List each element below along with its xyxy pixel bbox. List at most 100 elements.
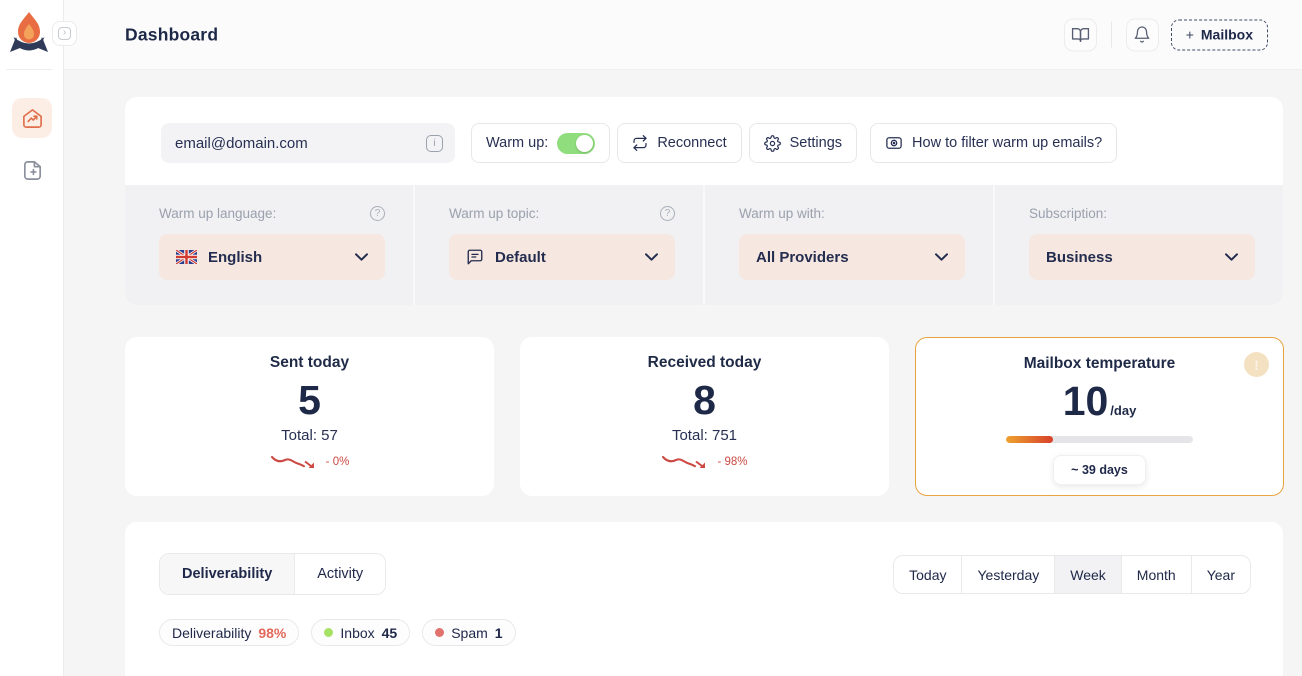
main-content: i Warm up: Reconnect (64, 70, 1302, 676)
green-dot-icon (324, 628, 334, 637)
spam-badge[interactable]: Spam 1 (422, 619, 516, 646)
chart-panel: Deliverability Activity Today Yesterday … (125, 522, 1283, 676)
providers-value: All Providers (756, 248, 849, 266)
range-week[interactable]: Week (1054, 556, 1121, 593)
chevron-down-icon (355, 253, 368, 261)
chevron-down-icon (935, 253, 948, 261)
sidebar-item-new-mailbox[interactable] (12, 150, 52, 190)
tab-deliverability[interactable]: Deliverability (160, 554, 296, 594)
gear-icon (763, 134, 781, 152)
mailbox-controls-row: i Warm up: Reconnect (161, 123, 1247, 163)
trend-value: - 98% (717, 455, 748, 468)
trend-value: - 0% (325, 455, 350, 468)
subscription-value: Business (1046, 248, 1113, 266)
app-logo-flame-icon (9, 10, 49, 56)
filter-help-button[interactable]: How to filter warm up emails? (870, 123, 1118, 163)
option-warmup-topic: Warm up topic: ? Default (413, 185, 703, 305)
email-field-wrap: i (161, 123, 455, 163)
chart-tabs: Deliverability Activity (159, 553, 387, 595)
inbox-badge[interactable]: Inbox 45 (311, 619, 411, 646)
mailbox-panel: i Warm up: Reconnect (125, 97, 1283, 305)
warmup-label: Warm up: (486, 135, 549, 151)
sent-today-card: Sent today 5 Total: 57 - 0% (125, 337, 494, 496)
trend-sparkline-down-icon (661, 453, 711, 470)
bell-icon (1133, 26, 1151, 44)
option-label: Warm up language: (159, 205, 277, 221)
subscription-dropdown[interactable]: Business (1029, 234, 1255, 280)
warmup-toggle[interactable] (557, 132, 596, 154)
time-range-selector: Today Yesterday Week Month Year (893, 555, 1251, 594)
temperature-progress-bar (1006, 436, 1193, 444)
sidebar-divider (6, 69, 52, 70)
badge-value: 98% (258, 624, 287, 641)
filter-help-label: How to filter warm up emails? (912, 135, 1103, 151)
notifications-button[interactable] (1125, 18, 1159, 51)
option-label: Warm up topic: (449, 205, 540, 221)
stat-title: Received today (647, 354, 762, 371)
badge-label: Deliverability (172, 624, 252, 641)
help-icon[interactable]: ? (370, 205, 385, 221)
range-yesterday[interactable]: Yesterday (961, 556, 1054, 593)
docs-button[interactable] (1063, 18, 1097, 51)
header: Dashboard + Mailbox (64, 0, 1302, 70)
trend-sparkline-down-icon (270, 453, 320, 470)
sidebar-expand-button[interactable]: › (52, 21, 77, 46)
sidebar-item-dashboard[interactable] (12, 98, 52, 138)
legend-badges: Deliverability 98% Inbox 45 Spam 1 (159, 619, 516, 646)
header-divider (1110, 21, 1112, 48)
sidebar: › (0, 0, 77, 676)
range-today[interactable]: Today (909, 566, 947, 583)
temperature-progress-fill (1006, 436, 1053, 444)
range-month[interactable]: Month (1120, 556, 1191, 593)
temperature-unit: /day (1110, 403, 1137, 418)
language-value: English (208, 248, 263, 266)
reconnect-label: Reconnect (657, 135, 727, 151)
range-year[interactable]: Year (1190, 556, 1250, 593)
received-today-card: Received today 8 Total: 751 - 98% (520, 337, 889, 496)
topic-dropdown[interactable]: Default (449, 234, 675, 280)
tab-activity[interactable]: Activity (295, 554, 386, 594)
badge-label: Inbox (340, 624, 375, 641)
badge-label: Spam (451, 624, 488, 641)
stat-value: 5 (298, 377, 321, 423)
help-icon[interactable]: ? (660, 205, 675, 221)
page-title: Dashboard (125, 24, 219, 44)
add-mailbox-button[interactable]: + Mailbox (1170, 19, 1268, 50)
settings-button[interactable]: Settings (748, 123, 858, 163)
language-dropdown[interactable]: English (159, 234, 385, 280)
option-label: Subscription: (1029, 205, 1108, 221)
deliverability-badge[interactable]: Deliverability 98% (159, 619, 300, 646)
video-icon (885, 134, 903, 152)
warmup-options-strip: Warm up language: ? English (125, 185, 1283, 305)
home-trend-icon (21, 107, 44, 130)
reconnect-button[interactable]: Reconnect (617, 123, 742, 163)
providers-dropdown[interactable]: All Providers (739, 234, 965, 280)
option-label: Warm up with: (739, 205, 825, 221)
file-plus-icon (21, 159, 44, 182)
warmup-toggle-control: Warm up: (471, 123, 611, 163)
header-actions: + Mailbox (1063, 18, 1268, 51)
stat-title: Mailbox temperature (1023, 355, 1176, 372)
email-field[interactable] (175, 134, 426, 152)
stat-value: 8 (693, 377, 716, 423)
stat-total: Total: 751 (671, 427, 738, 445)
alert-icon[interactable]: ! (1244, 352, 1269, 377)
option-warmup-language: Warm up language: ? English (125, 185, 413, 305)
badge-value: 45 (381, 624, 398, 641)
add-mailbox-label: Mailbox (1200, 26, 1253, 43)
mailbox-temperature-card: ! Mailbox temperature 10 /day ~ 39 days (915, 337, 1284, 496)
badge-value: 1 (494, 624, 503, 641)
repeat-icon (632, 135, 648, 151)
chevron-right-icon: › (58, 27, 71, 40)
option-subscription: Subscription: Business (993, 185, 1283, 305)
book-open-icon (1071, 25, 1090, 44)
topic-value: Default (495, 248, 546, 266)
option-warmup-with: Warm up with: All Providers (703, 185, 993, 305)
temperature-value: 10 (1062, 378, 1109, 424)
stat-total: Total: 57 (281, 427, 338, 445)
chat-bubble-icon (466, 248, 484, 266)
plus-icon: + (1185, 26, 1194, 43)
info-icon[interactable]: i (426, 134, 443, 152)
red-dot-icon (435, 628, 445, 637)
uk-flag-icon (176, 250, 197, 264)
